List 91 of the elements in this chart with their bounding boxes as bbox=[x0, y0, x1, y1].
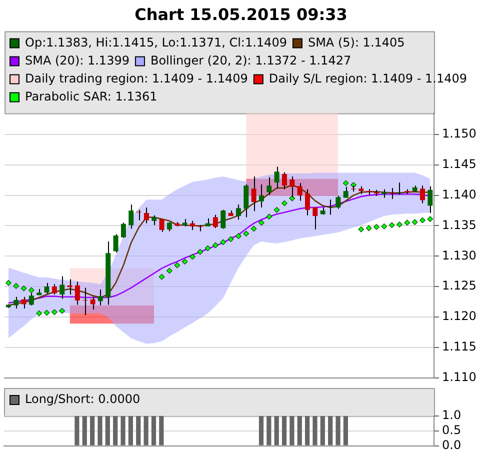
point bbox=[282, 200, 288, 206]
point bbox=[36, 310, 42, 316]
candlestick bbox=[420, 185, 425, 204]
candlestick bbox=[74, 281, 80, 306]
legend-label: Daily S/L region: 1.1409 - 1.1409 bbox=[268, 71, 467, 86]
point bbox=[358, 226, 364, 232]
legend-label: Long/Short: 0.0000 bbox=[25, 392, 140, 406]
point bbox=[243, 230, 250, 237]
legend-label: Parabolic SAR: 1.1361 bbox=[25, 89, 158, 104]
point bbox=[412, 219, 418, 225]
point bbox=[342, 180, 349, 186]
y-tick-label: 1.135 bbox=[442, 218, 476, 232]
legend-label: SMA (20): 1.1399 bbox=[25, 53, 130, 68]
candlestick bbox=[152, 214, 157, 226]
candlestick bbox=[220, 209, 226, 230]
y-tick-label: 1.110 bbox=[442, 370, 476, 384]
candlestick bbox=[274, 166, 280, 189]
candlestick bbox=[21, 296, 26, 309]
y-tick-label: 1.0 bbox=[442, 408, 462, 422]
candlestick bbox=[258, 184, 264, 208]
point bbox=[274, 207, 280, 213]
candlestick bbox=[236, 204, 241, 220]
point bbox=[6, 280, 12, 286]
candlestick bbox=[282, 172, 287, 190]
point bbox=[204, 245, 211, 252]
point bbox=[212, 242, 218, 248]
y-tick-label: 1.115 bbox=[442, 340, 476, 354]
candlestick bbox=[336, 195, 341, 210]
point bbox=[59, 308, 66, 314]
candlestick bbox=[60, 276, 65, 300]
candlestick bbox=[14, 296, 19, 309]
y-tick-label: 1.150 bbox=[442, 126, 476, 141]
point bbox=[13, 283, 19, 289]
candlestick bbox=[190, 220, 195, 230]
y-tick-label: 1.140 bbox=[442, 187, 476, 202]
point bbox=[182, 258, 188, 265]
point bbox=[258, 220, 264, 226]
candlestick bbox=[251, 176, 256, 212]
candlestick bbox=[136, 209, 142, 221]
point bbox=[236, 233, 242, 239]
candlestick bbox=[113, 234, 118, 253]
point bbox=[427, 216, 434, 222]
candlestick bbox=[44, 282, 50, 294]
candlestick bbox=[120, 222, 126, 238]
y-tick-label: 1.130 bbox=[442, 248, 476, 262]
point bbox=[250, 226, 257, 232]
point bbox=[190, 254, 196, 260]
legend-label: Bollinger (20, 2): 1.1372 - 1.1427 bbox=[150, 53, 352, 68]
candlestick bbox=[128, 204, 134, 230]
candlestick bbox=[90, 296, 96, 310]
legend-label: Daily trading region: 1.1409 - 1.1409 bbox=[25, 71, 248, 86]
candlestick bbox=[212, 214, 218, 229]
candlestick bbox=[428, 186, 433, 214]
point bbox=[20, 285, 27, 292]
point bbox=[174, 262, 180, 268]
candlestick bbox=[244, 184, 249, 218]
candlestick bbox=[159, 218, 164, 232]
point bbox=[374, 224, 380, 230]
point bbox=[289, 195, 296, 202]
point bbox=[396, 222, 402, 228]
y-tick-label: 0.5 bbox=[442, 423, 462, 438]
candlestick bbox=[297, 182, 302, 202]
candlestick bbox=[304, 188, 310, 216]
legend-label: Op:1.1383, Hi:1.1415, Lo:1.1371, Cl:1.1409 bbox=[25, 35, 287, 50]
candlestick bbox=[52, 284, 57, 295]
point bbox=[266, 214, 272, 220]
candlestick bbox=[166, 222, 172, 232]
point bbox=[381, 223, 388, 230]
candlestick bbox=[343, 186, 348, 198]
point bbox=[197, 248, 204, 255]
candlestick bbox=[98, 289, 103, 306]
point bbox=[220, 239, 226, 246]
point bbox=[28, 287, 34, 294]
point bbox=[158, 274, 165, 280]
point bbox=[228, 236, 234, 242]
y-tick-label: 0.0 bbox=[442, 438, 462, 452]
point bbox=[420, 217, 426, 224]
point bbox=[166, 268, 172, 274]
y-tick-label: 1.145 bbox=[442, 157, 476, 172]
candlestick bbox=[266, 176, 272, 196]
y-tick-label: 1.125 bbox=[442, 278, 476, 293]
point bbox=[366, 225, 372, 232]
point bbox=[404, 220, 410, 226]
y-tick-label: 1.120 bbox=[442, 309, 476, 324]
legend-label: SMA (5): 1.1405 bbox=[308, 35, 405, 50]
chart-title: Chart 15.05.2015 09:33 bbox=[134, 4, 348, 24]
candlestick bbox=[144, 206, 149, 224]
point bbox=[44, 310, 50, 316]
candlestick bbox=[312, 206, 318, 230]
point bbox=[52, 309, 58, 316]
point bbox=[388, 222, 395, 228]
